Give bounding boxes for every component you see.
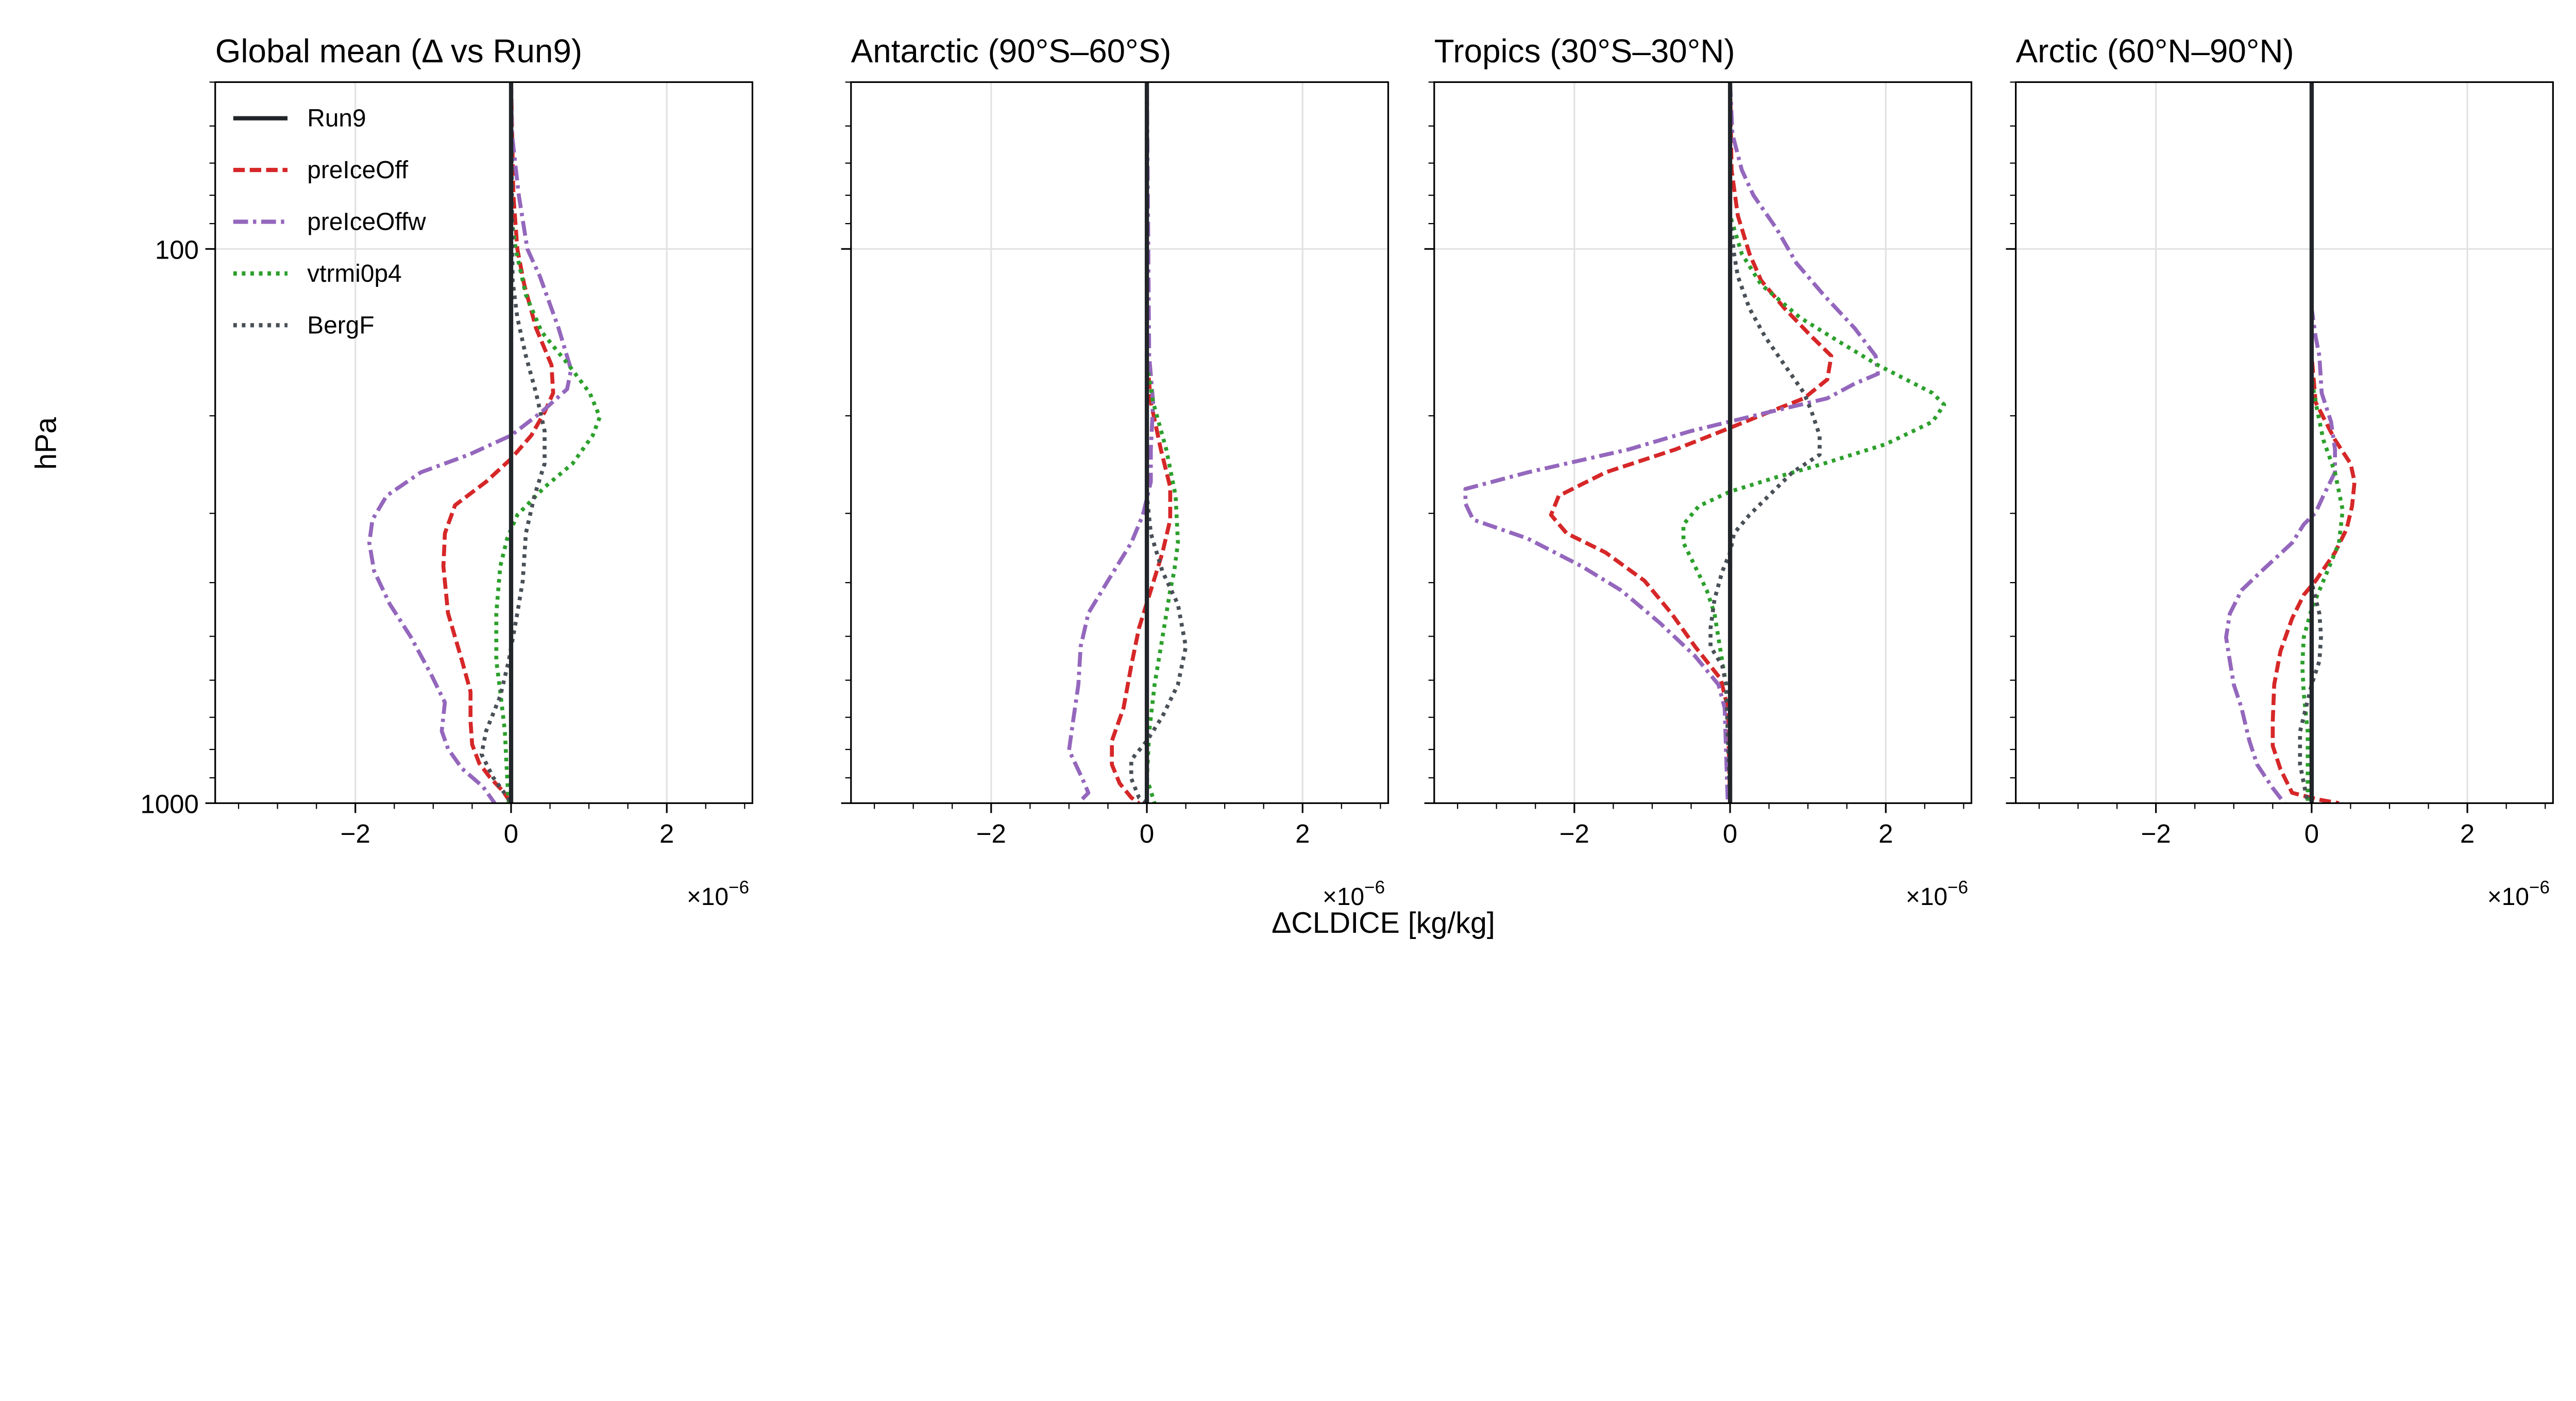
panel-title: Tropics (30°S–30°N) xyxy=(1434,32,1735,70)
series-line-BergF xyxy=(479,82,547,804)
series-group xyxy=(367,82,602,804)
series-line-preIceOffw xyxy=(1067,82,1156,802)
panel-title: Global mean (Δ vs Run9) xyxy=(215,32,582,70)
x-tick-label: 0 xyxy=(1723,819,1737,848)
multiplier-exponent: −6 xyxy=(728,878,749,898)
multiplier-base: ×10 xyxy=(1323,883,1364,911)
series-group xyxy=(2224,82,2357,804)
legend-item-vtrmi0p4: vtrmi0p4 xyxy=(233,260,402,287)
legend-item-preIceOffw: preIceOffw xyxy=(233,208,426,235)
series-group xyxy=(1067,82,1188,804)
series-line-vtrmi0p4 xyxy=(1681,82,1946,804)
panel-title: Antarctic (90°S–60°S) xyxy=(851,32,1172,70)
panel-0: −2 0 2 ×10−6 100 1000 Global mean (Δ vs Run9) xyxy=(140,32,754,911)
legend-label: preIceOff xyxy=(307,157,409,184)
series-line-preIceOffw xyxy=(1463,82,1880,804)
series-line-vtrmi0p4 xyxy=(1145,82,1180,804)
x-tick-label: 0 xyxy=(1140,819,1154,848)
panel-3: −2 0 2 ×10−6 Arctic (60°N–90°N) xyxy=(2006,32,2554,911)
x-tick-label: −2 xyxy=(976,819,1006,848)
y-tick-label: 1000 xyxy=(140,789,199,818)
x-tick-label: 0 xyxy=(504,819,518,848)
x-tick-label: 2 xyxy=(1878,819,1893,848)
x-multiplier-label: ×10−6 xyxy=(2487,878,2550,911)
x-multiplier-label: ×10−6 xyxy=(1906,878,1968,911)
multiplier-base: ×10 xyxy=(2487,883,2529,911)
axes-frame xyxy=(850,81,1389,804)
series-line-preIceOffw xyxy=(367,82,573,804)
panel-title: Arctic (60°N–90°N) xyxy=(2016,32,2294,70)
y-axis-label: hPa xyxy=(29,417,62,470)
series-line-preIceOff xyxy=(1110,82,1173,804)
x-multiplier-label: ×10−6 xyxy=(687,878,749,911)
multiplier-exponent: −6 xyxy=(1364,878,1385,898)
x-tick-label: 2 xyxy=(659,819,674,848)
panel-2: −2 0 2 ×10−6 Tropics (30°S–30°N) xyxy=(1424,32,1973,911)
x-tick-label: −2 xyxy=(2141,819,2171,848)
x-axis-label: ΔCLDICE [kg/kg] xyxy=(1272,907,1495,939)
panel-1: −2 0 2 ×10−6 Antarctic (90°S–60°S) xyxy=(841,32,1389,911)
axes-frame xyxy=(1433,81,1973,804)
legend-label: preIceOffw xyxy=(307,208,426,235)
multiplier-base: ×10 xyxy=(1906,883,1947,911)
figure: hPa ΔCLDICE [kg/kg] −2 0 2×10−61001000Glob… xyxy=(29,32,2554,939)
series-group xyxy=(1463,82,1946,804)
multiplier-exponent: −6 xyxy=(2529,878,2550,898)
legend-label: Run9 xyxy=(307,105,366,132)
x-multiplier-label: ×10−6 xyxy=(1323,878,1385,911)
legend-label: BergF xyxy=(307,312,374,339)
x-tick-label: 2 xyxy=(2460,819,2475,848)
legend-item-preIceOff: preIceOff xyxy=(233,157,409,184)
x-tick-label: −2 xyxy=(1560,819,1589,848)
x-tick-label: 0 xyxy=(2304,819,2319,848)
y-tick-label: 100 xyxy=(155,235,199,264)
x-tick-label: −2 xyxy=(341,819,370,848)
multiplier-exponent: −6 xyxy=(1947,878,1968,898)
series-line-BergF xyxy=(1129,82,1188,804)
legend-item-BergF: BergF xyxy=(233,312,375,339)
series-line-BergF xyxy=(2298,82,2323,804)
series-line-BergF xyxy=(1708,82,1822,804)
series-line-preIceOff xyxy=(1549,82,1834,804)
legend-item-Run9: Run9 xyxy=(233,105,366,132)
legend-label: vtrmi0p4 xyxy=(307,260,401,287)
multiplier-base: ×10 xyxy=(687,883,728,911)
axes-frame xyxy=(2015,81,2554,804)
series-line-preIceOffw xyxy=(2224,82,2337,804)
axes-frame xyxy=(214,81,754,804)
legend: Run9 preIceOff preIceOffw vtrmi0p4 BergF xyxy=(233,105,426,339)
x-tick-label: 2 xyxy=(1295,819,1310,848)
series-line-vtrmi0p4 xyxy=(2300,82,2345,804)
